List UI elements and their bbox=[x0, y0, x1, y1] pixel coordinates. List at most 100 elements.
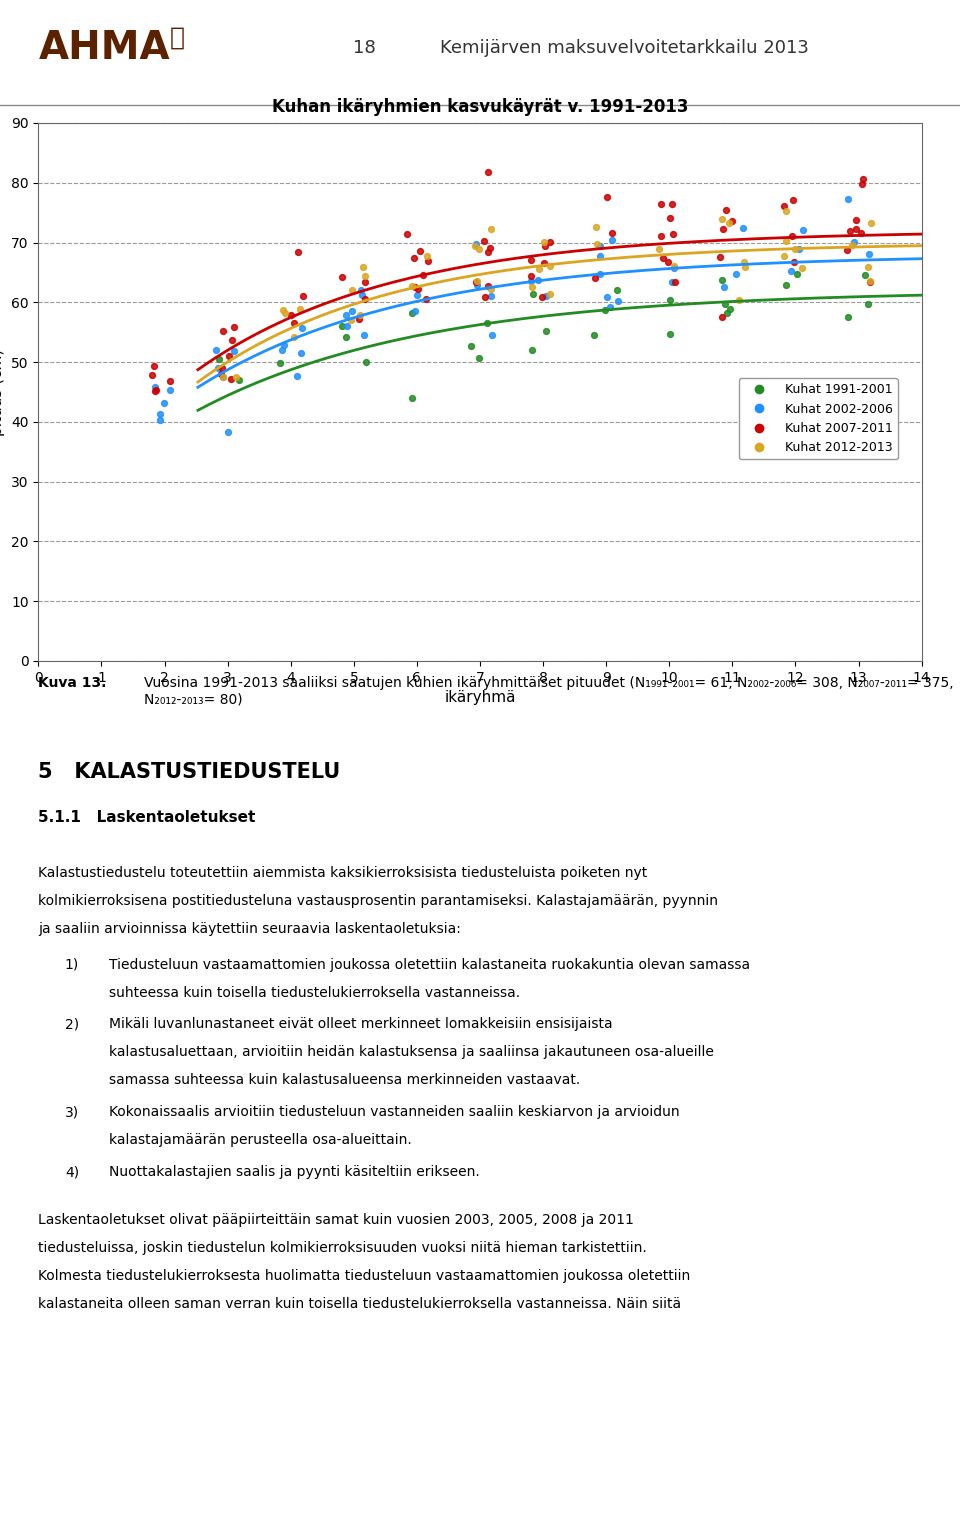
Point bbox=[729, 261, 744, 286]
Point bbox=[352, 303, 368, 327]
Point bbox=[464, 334, 479, 358]
Point bbox=[407, 275, 422, 300]
Point bbox=[480, 240, 495, 264]
Text: samassa suhteessa kuin kalastusalueensa merkinneiden vastaavat.: samassa suhteessa kuin kalastusalueensa … bbox=[109, 1073, 580, 1088]
Point bbox=[208, 338, 224, 363]
Point bbox=[588, 214, 604, 238]
Point bbox=[213, 361, 228, 386]
Point bbox=[592, 234, 608, 258]
Point bbox=[224, 367, 239, 392]
Text: 18: 18 bbox=[353, 40, 376, 57]
Point bbox=[777, 194, 792, 218]
Point bbox=[339, 314, 354, 338]
Point bbox=[604, 221, 619, 246]
Point bbox=[589, 232, 605, 257]
Point bbox=[854, 168, 870, 192]
Point bbox=[719, 300, 734, 324]
Point bbox=[862, 271, 877, 295]
Point bbox=[524, 275, 540, 300]
Point bbox=[609, 278, 624, 303]
Point bbox=[722, 297, 737, 321]
Point bbox=[404, 301, 420, 326]
Point bbox=[854, 172, 870, 197]
Point bbox=[216, 320, 231, 344]
Point bbox=[841, 188, 856, 212]
Point bbox=[778, 198, 793, 223]
Point bbox=[525, 281, 540, 306]
Point bbox=[597, 298, 612, 323]
Point bbox=[542, 281, 558, 306]
Text: Tiedusteluun vastaamattomien joukossa oletettiin kalastaneita ruokakuntia olevan: Tiedusteluun vastaamattomien joukossa ol… bbox=[109, 958, 750, 971]
Point bbox=[656, 246, 671, 271]
Point bbox=[587, 323, 602, 347]
Point bbox=[484, 323, 499, 347]
Point bbox=[716, 275, 732, 300]
Point bbox=[860, 255, 876, 280]
Point bbox=[539, 318, 554, 343]
Point bbox=[357, 271, 372, 295]
Text: Kemijärven maksuvelvoitetarkkailu 2013: Kemijärven maksuvelvoitetarkkailu 2013 bbox=[440, 40, 808, 57]
Point bbox=[405, 274, 420, 298]
Point bbox=[664, 271, 680, 295]
Point bbox=[293, 297, 308, 321]
Point bbox=[469, 269, 485, 294]
Text: Nuottakalastajien saalis ja pyynti käsiteltiin erikseen.: Nuottakalastajien saalis ja pyynti käsit… bbox=[109, 1165, 480, 1179]
Point bbox=[354, 278, 370, 303]
Point bbox=[468, 272, 484, 297]
Point bbox=[715, 217, 731, 241]
Point bbox=[272, 350, 287, 375]
Point bbox=[156, 390, 172, 415]
Point bbox=[653, 223, 668, 247]
Text: tiedusteluissa, joskin tiedustelun kolmikierroksisuuden vuoksi niitä hieman tark: tiedusteluissa, joskin tiedustelun kolmi… bbox=[38, 1242, 647, 1256]
Point bbox=[665, 221, 681, 246]
Text: 🐾: 🐾 bbox=[170, 26, 185, 49]
Point bbox=[523, 264, 539, 289]
Point bbox=[343, 307, 358, 332]
Point bbox=[714, 206, 730, 231]
Text: Kalastustiedustelu toteutettiin aiemmista kaksikierroksisista tiedusteluista poi: Kalastustiedustelu toteutettiin aiemmist… bbox=[38, 865, 648, 879]
Point bbox=[524, 269, 540, 294]
Point bbox=[724, 209, 739, 234]
Text: AHMA: AHMA bbox=[38, 29, 170, 68]
Point bbox=[717, 292, 732, 317]
Point bbox=[484, 217, 499, 241]
Point bbox=[666, 254, 682, 278]
Text: Kolmesta tiedustelukierroksesta huolimatta tiedusteluun vastaamattomien joukossa: Kolmesta tiedustelukierroksesta huolimat… bbox=[38, 1270, 690, 1283]
Point bbox=[714, 267, 730, 292]
Point bbox=[351, 307, 367, 332]
Point bbox=[355, 255, 371, 280]
Point bbox=[358, 287, 373, 312]
Text: Kokonaissaalis arvioitiin tiedusteluun vastanneiden saaliin keskiarvon ja arvioi: Kokonaissaalis arvioitiin tiedusteluun v… bbox=[109, 1105, 680, 1119]
Point bbox=[660, 249, 676, 274]
Point bbox=[542, 229, 558, 254]
Point bbox=[275, 298, 290, 323]
Point bbox=[291, 240, 306, 264]
Y-axis label: pituus (cm): pituus (cm) bbox=[0, 349, 6, 435]
Point bbox=[484, 277, 499, 301]
Point bbox=[407, 298, 422, 323]
Point bbox=[334, 264, 349, 289]
Text: 4): 4) bbox=[65, 1165, 79, 1179]
Text: kalastaneita olleen saman verran kuin toisella tiedustelukierroksella vastanneis: kalastaneita olleen saman verran kuin to… bbox=[38, 1297, 682, 1311]
Point bbox=[286, 310, 301, 335]
Point bbox=[480, 160, 495, 184]
Point bbox=[712, 244, 728, 269]
Point bbox=[222, 344, 237, 369]
Text: Mikäli luvanlunastaneet eivät olleet merkinneet lomakkeisiin ensisijaista: Mikäli luvanlunastaneet eivät olleet mer… bbox=[109, 1017, 612, 1031]
Point bbox=[227, 315, 242, 340]
Point bbox=[471, 237, 487, 261]
Point bbox=[471, 346, 487, 370]
Point bbox=[215, 364, 230, 389]
Point bbox=[839, 238, 854, 263]
Point bbox=[777, 243, 792, 267]
Point bbox=[664, 192, 680, 217]
Point bbox=[796, 217, 811, 241]
Text: ja saaliin arvioinnissa käytettiin seuraavia laskentaoletuksia:: ja saaliin arvioinnissa käytettiin seura… bbox=[38, 922, 461, 936]
Point bbox=[275, 338, 290, 363]
Point bbox=[210, 355, 226, 380]
Point bbox=[787, 237, 803, 261]
Point bbox=[411, 277, 426, 301]
Point bbox=[357, 264, 372, 289]
Point bbox=[406, 246, 421, 271]
Text: 1): 1) bbox=[65, 958, 79, 971]
